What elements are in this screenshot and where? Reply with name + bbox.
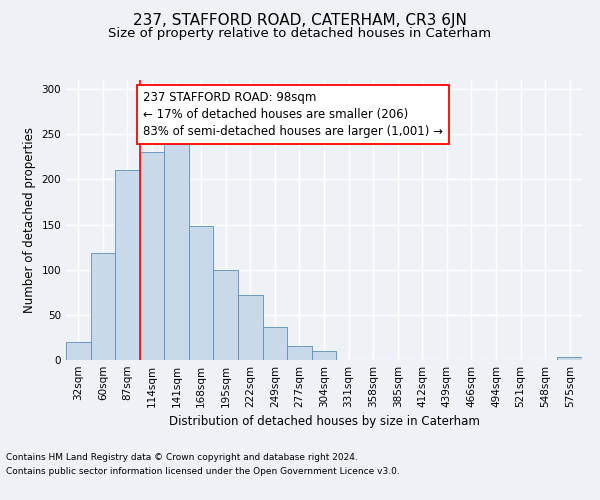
Bar: [140, 152, 164, 360]
Bar: [164, 134, 189, 360]
Bar: [238, 295, 263, 360]
Y-axis label: Number of detached properties: Number of detached properties: [23, 127, 36, 313]
Bar: [66, 342, 91, 360]
Bar: [287, 346, 312, 360]
Bar: [115, 170, 140, 360]
Text: Size of property relative to detached houses in Caterham: Size of property relative to detached ho…: [109, 28, 491, 40]
Text: Contains public sector information licensed under the Open Government Licence v3: Contains public sector information licen…: [6, 467, 400, 476]
Bar: [312, 351, 336, 360]
Text: Contains HM Land Registry data © Crown copyright and database right 2024.: Contains HM Land Registry data © Crown c…: [6, 454, 358, 462]
Bar: [91, 252, 115, 360]
Bar: [189, 226, 214, 360]
Bar: [557, 358, 582, 360]
Bar: [263, 328, 287, 360]
Bar: [214, 270, 238, 360]
Text: 237 STAFFORD ROAD: 98sqm
← 17% of detached houses are smaller (206)
83% of semi-: 237 STAFFORD ROAD: 98sqm ← 17% of detach…: [143, 91, 443, 138]
Text: 237, STAFFORD ROAD, CATERHAM, CR3 6JN: 237, STAFFORD ROAD, CATERHAM, CR3 6JN: [133, 12, 467, 28]
X-axis label: Distribution of detached houses by size in Caterham: Distribution of detached houses by size …: [169, 416, 479, 428]
